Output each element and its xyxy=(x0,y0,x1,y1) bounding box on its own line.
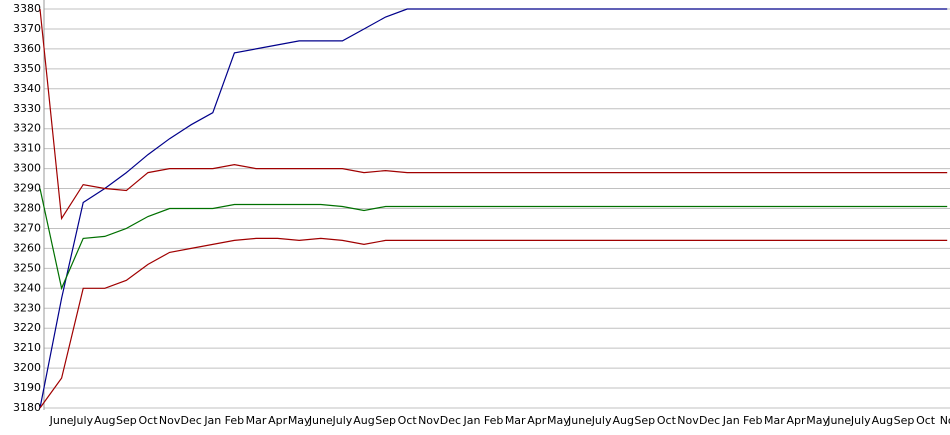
y-tick-label: 3330 xyxy=(13,102,41,115)
y-tick-label: 3210 xyxy=(13,341,41,354)
series-line xyxy=(39,8,948,221)
x-tick-label: Aug xyxy=(872,414,893,427)
x-tick-label: June xyxy=(308,414,333,427)
x-tick-label: July xyxy=(72,414,93,427)
x-tick-label: June xyxy=(567,414,592,427)
x-tick-label: Apr xyxy=(527,414,547,427)
x-tick-label: May xyxy=(547,414,570,427)
x-tick-label: Feb xyxy=(484,414,503,427)
x-tick-label: June xyxy=(49,414,74,427)
x-tick-label: Feb xyxy=(743,414,762,427)
x-tick-label: Jan xyxy=(463,414,481,427)
y-tick-label: 3320 xyxy=(13,122,41,135)
y-tick-label: 3200 xyxy=(13,361,41,374)
x-tick-label: July xyxy=(591,414,612,427)
x-tick-label: May xyxy=(806,414,829,427)
x-tick-label: Jan xyxy=(722,414,740,427)
x-tick-label: Sep xyxy=(375,414,396,427)
x-tick-label: July xyxy=(332,414,353,427)
y-tick-label: 3280 xyxy=(13,202,41,215)
x-tick-label: Apr xyxy=(268,414,288,427)
y-tick-label: 3360 xyxy=(13,42,41,55)
y-tick-label: 3300 xyxy=(13,162,41,175)
series-line xyxy=(39,237,948,409)
series-line xyxy=(39,8,948,409)
x-tick-label: Mar xyxy=(246,414,267,427)
y-tick-label: 3380 xyxy=(13,2,41,15)
y-tick-label: 3190 xyxy=(13,381,41,394)
y-tick-label: 3310 xyxy=(13,142,41,155)
x-tick-label: Sep xyxy=(116,414,137,427)
x-tick-label: Aug xyxy=(94,414,115,427)
x-tick-label: Nov xyxy=(418,414,440,427)
x-tick-label: Aug xyxy=(353,414,374,427)
y-tick-label: 3260 xyxy=(13,241,41,254)
x-tick-label: Feb xyxy=(225,414,244,427)
x-tick-label: Jan xyxy=(203,414,221,427)
y-tick-label: 3350 xyxy=(13,62,41,75)
x-tick-label: Dec xyxy=(440,414,461,427)
x-tick-label: Oct xyxy=(138,414,158,427)
x-tick-label: No xyxy=(940,414,950,427)
y-tick-label: 3220 xyxy=(13,321,41,334)
y-tick-label: 3370 xyxy=(13,22,41,35)
x-tick-label: Oct xyxy=(657,414,677,427)
y-tick-label: 3230 xyxy=(13,301,41,314)
x-tick-label: Sep xyxy=(894,414,915,427)
x-tick-label: May xyxy=(288,414,311,427)
y-tick-label: 3180 xyxy=(13,401,41,414)
x-tick-label: Sep xyxy=(634,414,655,427)
x-tick-label: Mar xyxy=(505,414,526,427)
x-tick-label: Nov xyxy=(159,414,181,427)
x-tick-label: June xyxy=(826,414,851,427)
x-tick-label: Aug xyxy=(612,414,633,427)
y-tick-label: 3290 xyxy=(13,182,41,195)
y-tick-label: 3270 xyxy=(13,221,41,234)
y-tick-label: 3240 xyxy=(13,281,41,294)
x-tick-label: Oct xyxy=(398,414,418,427)
x-tick-label: Dec xyxy=(181,414,202,427)
x-tick-label: Dec xyxy=(699,414,720,427)
x-tick-label: July xyxy=(850,414,871,427)
x-tick-label: Mar xyxy=(764,414,785,427)
x-tick-label: Nov xyxy=(677,414,699,427)
y-tick-label: 3250 xyxy=(13,261,41,274)
series-line xyxy=(39,188,948,291)
x-tick-label: Apr xyxy=(786,414,806,427)
y-tick-label: 3340 xyxy=(13,82,41,95)
x-tick-label: Oct xyxy=(916,414,936,427)
